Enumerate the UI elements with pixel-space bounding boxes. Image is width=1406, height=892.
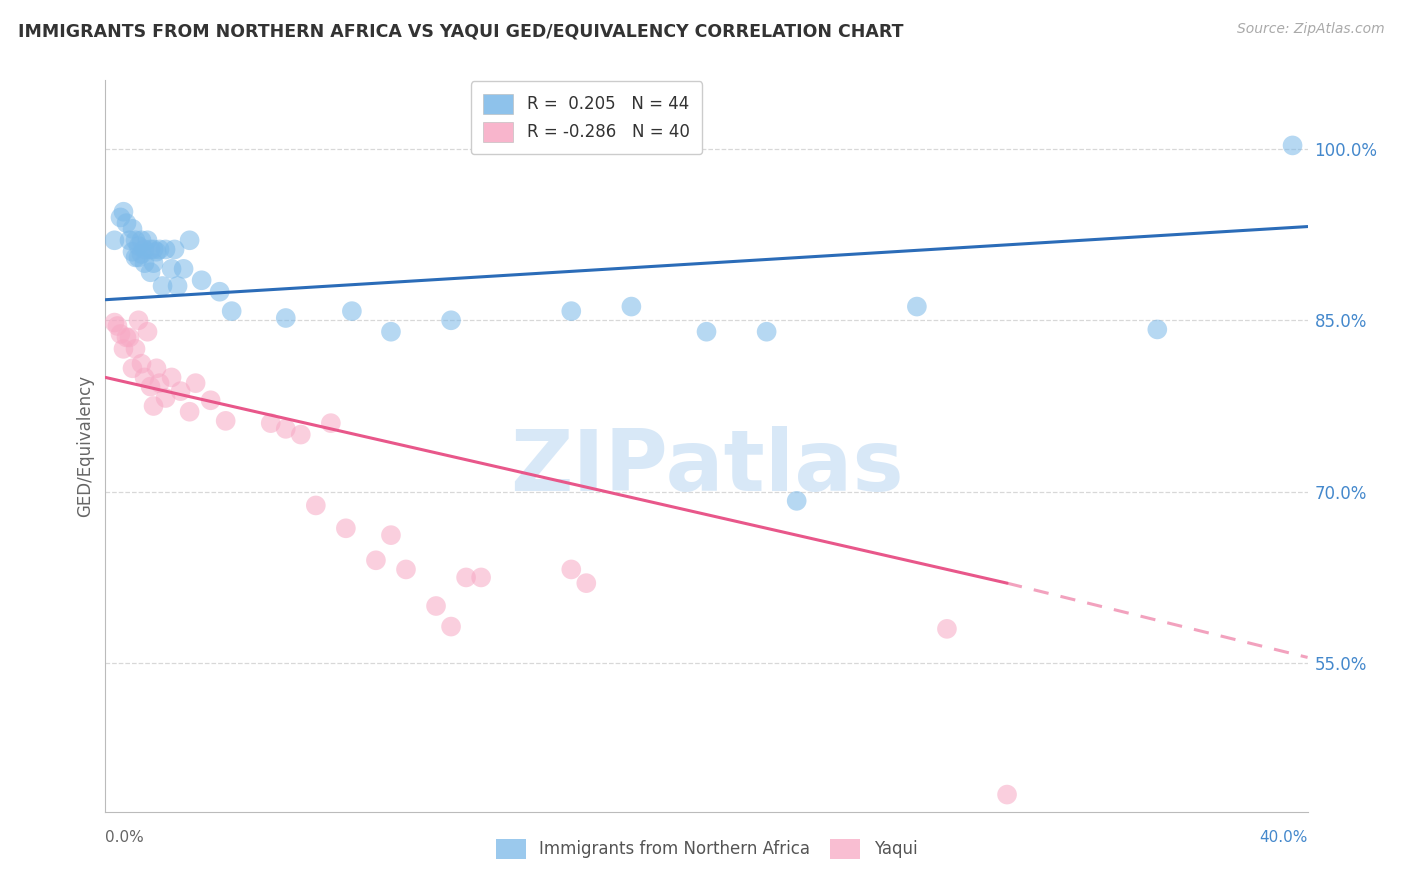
Point (128, 313, 150, 327)
Point (131, 357, 153, 371)
Point (163, 243, 186, 257)
Point (319, 416, 342, 430)
Point (139, 379, 162, 393)
Point (148, 376, 170, 391)
Point (145, 244, 167, 259)
Point (620, 300, 643, 314)
Point (139, 243, 162, 257)
Point (179, 405, 201, 419)
Point (112, 342, 135, 356)
Point (425, 599, 447, 613)
Point (274, 422, 297, 436)
Point (152, 279, 174, 293)
Point (103, 233, 125, 247)
Text: 0.0%: 0.0% (105, 830, 145, 845)
Point (755, 325, 778, 339)
Point (142, 399, 165, 413)
Point (107, 318, 129, 333)
Point (103, 316, 125, 330)
Point (131, 247, 153, 261)
Point (160, 261, 183, 276)
Point (142, 256, 165, 270)
Point (142, 243, 165, 257)
Point (200, 393, 222, 408)
Point (136, 233, 159, 247)
Point (454, 570, 477, 584)
Point (124, 233, 146, 247)
Point (121, 222, 143, 236)
Text: IMMIGRANTS FROM NORTHERN AFRICA VS YAQUI GED/EQUIVALENCY CORRELATION CHART: IMMIGRANTS FROM NORTHERN AFRICA VS YAQUI… (18, 22, 904, 40)
Point (128, 239, 150, 253)
Point (560, 562, 582, 576)
Point (134, 243, 156, 257)
Point (121, 244, 143, 259)
Point (340, 304, 363, 318)
Point (134, 370, 156, 384)
Point (166, 279, 188, 293)
Text: Source: ZipAtlas.com: Source: ZipAtlas.com (1237, 22, 1385, 37)
Point (184, 376, 207, 391)
Point (380, 325, 402, 339)
Point (995, 788, 1018, 802)
Point (118, 330, 141, 344)
Point (169, 384, 191, 398)
Point (936, 622, 959, 636)
Point (470, 570, 492, 584)
Point (155, 391, 177, 405)
Point (1146, 322, 1168, 336)
Point (115, 330, 138, 344)
Point (110, 211, 132, 225)
Point (121, 361, 143, 376)
Point (395, 562, 418, 576)
Point (148, 243, 170, 257)
Point (440, 619, 463, 633)
Point (139, 265, 162, 279)
Point (190, 273, 212, 287)
Point (380, 528, 402, 542)
Text: 40.0%: 40.0% (1260, 830, 1308, 845)
Legend: Immigrants from Northern Africa, Yaqui: Immigrants from Northern Africa, Yaqui (489, 832, 924, 865)
Point (335, 521, 357, 535)
Point (575, 576, 598, 591)
Point (1281, 138, 1303, 153)
Point (136, 325, 159, 339)
Point (179, 233, 201, 247)
Point (214, 414, 236, 428)
Point (440, 313, 463, 327)
Point (145, 361, 167, 376)
Point (115, 216, 138, 230)
Point (124, 342, 146, 356)
Point (221, 304, 243, 318)
Point (160, 370, 183, 384)
Point (118, 233, 141, 247)
Point (155, 243, 177, 257)
Point (134, 256, 156, 270)
Point (128, 251, 150, 265)
Y-axis label: GED/Equivalency: GED/Equivalency (76, 375, 94, 517)
Point (110, 326, 132, 341)
Point (124, 251, 146, 265)
Point (173, 261, 195, 276)
Point (274, 311, 297, 326)
Point (905, 300, 928, 314)
Point (260, 416, 283, 430)
Point (560, 304, 582, 318)
Text: ZIPatlas: ZIPatlas (509, 426, 904, 509)
Point (696, 325, 718, 339)
Point (208, 285, 231, 299)
Point (364, 553, 387, 567)
Point (786, 494, 808, 508)
Point (112, 204, 135, 219)
Point (131, 233, 153, 247)
Point (290, 427, 312, 442)
Point (305, 499, 328, 513)
